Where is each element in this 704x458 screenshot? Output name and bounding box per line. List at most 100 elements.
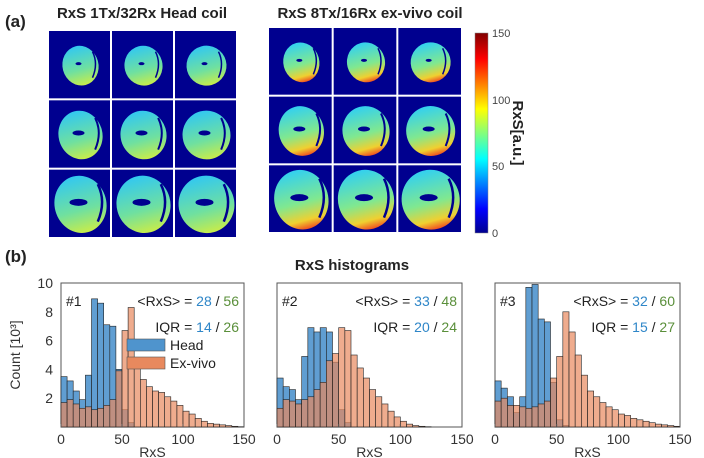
- x-axis-label: RxS: [139, 444, 165, 458]
- exvivo-bar: [519, 406, 527, 428]
- exvivo-bar: [91, 409, 98, 428]
- mean-exvivo: 48: [441, 293, 457, 309]
- exvivo-bar: [574, 354, 582, 428]
- exvivo-bar: [103, 405, 111, 428]
- iqr-exvivo: 26: [223, 319, 239, 335]
- sep: /: [430, 319, 442, 335]
- exvivo-bar: [667, 425, 675, 428]
- y-tick-label: 8: [45, 304, 53, 320]
- exvivo-bar: [85, 406, 92, 428]
- y-axis-label: Count [10³]: [7, 320, 23, 389]
- exvivo-bar: [182, 410, 190, 428]
- colorbar-tick-150: 150: [492, 28, 510, 40]
- exvivo-bar: [97, 407, 104, 428]
- colorbar-label: RxS[a.u.]: [509, 100, 526, 165]
- plot-id: #1: [66, 293, 82, 309]
- exvivo-bar: [146, 386, 153, 428]
- exvivo-bar: [406, 423, 413, 428]
- exvivo-bar: [326, 360, 333, 428]
- exvivo-bar: [115, 370, 123, 428]
- sep: /: [648, 319, 660, 335]
- iqr-annotation: IQR = 14 / 26: [155, 319, 239, 335]
- mean-annotation: <RxS> = 33 / 48: [355, 293, 457, 309]
- mean-exvivo: 56: [223, 293, 239, 309]
- sep: /: [430, 293, 442, 309]
- exvivo-bar: [531, 406, 539, 428]
- exvivo-bar: [494, 400, 502, 428]
- x-tick-label: 0: [491, 431, 499, 447]
- exvivo-bar: [289, 400, 296, 428]
- plot-id: #2: [282, 293, 298, 309]
- exvivo-bar: [207, 423, 214, 428]
- exvivo-bar: [568, 331, 576, 428]
- exvivo-bar: [418, 425, 426, 428]
- x-tick-label: 100: [607, 431, 631, 447]
- exvivo-bar: [525, 407, 533, 428]
- x-tick-label: 150: [450, 431, 474, 447]
- exvivo-bar: [648, 422, 656, 428]
- mean-annotation: <RxS> = 28 / 56: [137, 293, 239, 309]
- exvivo-bar: [618, 413, 625, 428]
- exvivo-bar: [381, 403, 389, 428]
- x-tick-label: 150: [232, 431, 256, 447]
- legend-label-head: Head: [170, 337, 203, 353]
- histograms-title: RxS histograms: [295, 257, 409, 274]
- histogram-3: 0 50 100 150 RxS #3 <RxS> = 32 / 60 IQR = 15 / …: [491, 282, 692, 458]
- iqr-exvivo: 27: [659, 319, 675, 335]
- x-tick-label: 100: [389, 431, 413, 447]
- x-tick-label: 100: [171, 431, 195, 447]
- exvivo-bar: [593, 396, 601, 428]
- colorbar-tick-0: 0: [492, 228, 498, 240]
- exvivo-bar: [537, 403, 545, 428]
- y-tick-label: 2: [45, 390, 53, 406]
- iqr-label: IQR =: [373, 319, 414, 335]
- mean-head: 33: [414, 293, 430, 309]
- exvivo-bar: [393, 416, 401, 428]
- exvivo-bar: [170, 400, 178, 428]
- exvivo-bar: [507, 405, 514, 428]
- iqr-annotation: IQR = 20 / 24: [373, 319, 457, 335]
- exvivo-coil-title: RxS 8Tx/16Rx ex-vivo coil: [277, 5, 462, 22]
- exvivo-bar: [412, 425, 420, 428]
- x-tick-label: 0: [273, 431, 281, 447]
- iqr-head: 20: [414, 319, 430, 335]
- iqr-exvivo: 24: [441, 319, 457, 335]
- exvivo-bar: [587, 390, 594, 428]
- exvivo-bar: [176, 405, 184, 428]
- exvivo-bar: [344, 330, 352, 428]
- exvivo-bar: [556, 356, 564, 428]
- legend: Head Ex-vivo: [126, 337, 216, 371]
- exvivo-bar: [655, 423, 662, 428]
- x-axis-label: RxS: [574, 444, 600, 458]
- exvivo-bar: [66, 399, 74, 428]
- mean-annotation: <RxS> = 32 / 60: [573, 293, 675, 309]
- exvivo-bar: [152, 390, 159, 428]
- colorbar-tick-100: 100: [492, 95, 510, 107]
- exvivo-bar: [630, 418, 638, 428]
- exvivo-bar: [213, 423, 220, 428]
- exvivo-bar: [133, 366, 141, 428]
- sep: /: [212, 319, 224, 335]
- exvivo-bar: [581, 374, 588, 428]
- legend-swatch-exvivo: [126, 356, 166, 370]
- head-bar: [525, 287, 533, 428]
- mean-exvivo: 60: [659, 293, 675, 309]
- exvivo-bar: [225, 425, 233, 428]
- exvivo-bar: [363, 377, 370, 428]
- exvivo-bar: [158, 392, 166, 428]
- legend-label-exvivo: Ex-vivo: [170, 355, 216, 371]
- y-tick-label: 6: [45, 333, 53, 349]
- exvivo-bar: [282, 399, 290, 428]
- exvivo-bar: [387, 410, 395, 428]
- exvivo-bar: [319, 382, 327, 428]
- exvivo-bar: [636, 419, 644, 428]
- y-tick-label: 4: [45, 361, 53, 377]
- head-bar: [91, 298, 98, 428]
- iqr-head: 14: [196, 319, 212, 335]
- exvivo-bar: [356, 367, 364, 428]
- x-tick-label: 50: [549, 431, 565, 447]
- exvivo-bar: [513, 405, 520, 428]
- mean-label: <RxS> =: [573, 293, 632, 309]
- mean-head: 32: [632, 293, 648, 309]
